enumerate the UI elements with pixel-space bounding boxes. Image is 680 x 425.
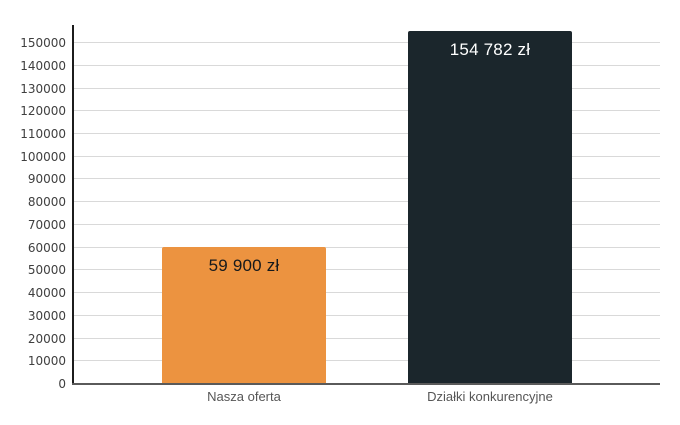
y-tick-label: 40000 xyxy=(27,286,66,300)
y-tick-label: 20000 xyxy=(27,332,66,346)
y-tick-label: 50000 xyxy=(27,263,66,277)
y-tick-label: 80000 xyxy=(27,195,66,209)
y-tick-label: 140000 xyxy=(20,59,66,73)
gridline xyxy=(74,42,660,43)
y-axis-line xyxy=(72,25,74,385)
gridline xyxy=(74,133,660,134)
y-tick-label: 70000 xyxy=(27,218,66,232)
gridline xyxy=(74,156,660,157)
gridline xyxy=(74,65,660,66)
x-axis-line xyxy=(72,383,660,385)
y-tick-label: 60000 xyxy=(27,241,66,255)
x-category-label: Nasza oferta xyxy=(207,389,281,404)
y-tick-label: 120000 xyxy=(20,104,66,118)
gridline xyxy=(74,110,660,111)
y-tick-label: 130000 xyxy=(20,82,66,96)
gridline xyxy=(74,178,660,179)
bar-dzia-ki-konkurencyjne: 154 782 zł xyxy=(408,31,572,385)
y-tick-label: 90000 xyxy=(27,172,66,186)
y-tick-label: 100000 xyxy=(20,150,66,164)
y-tick-label: 30000 xyxy=(27,309,66,323)
gridline xyxy=(74,88,660,89)
y-tick-label: 150000 xyxy=(20,36,66,50)
bar-nasza-oferta: 59 900 zł xyxy=(162,247,326,385)
gridline xyxy=(74,224,660,225)
bar-value-label: 59 900 zł xyxy=(208,256,280,275)
gridline xyxy=(74,201,660,202)
bar-value-label: 154 782 zł xyxy=(449,40,531,59)
y-tick-label: 110000 xyxy=(20,127,66,141)
y-tick-label: 10000 xyxy=(27,354,66,368)
x-category-label: Działki konkurencyjne xyxy=(427,389,553,404)
y-tick-label: 0 xyxy=(58,377,66,391)
